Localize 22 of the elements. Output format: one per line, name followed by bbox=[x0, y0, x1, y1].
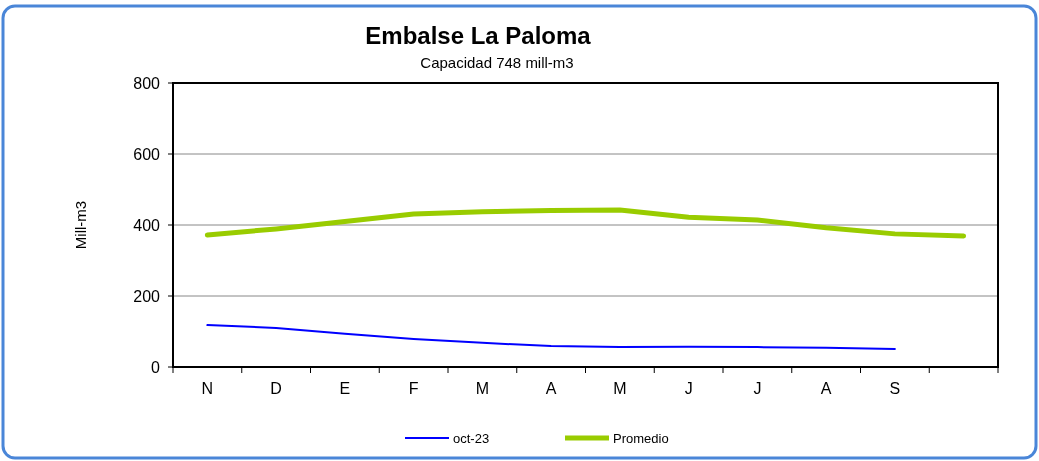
x-tick-label: A bbox=[820, 380, 832, 397]
legend-label: Promedio bbox=[613, 431, 669, 446]
legend-label: oct-23 bbox=[453, 431, 490, 446]
line-series bbox=[206, 324, 896, 350]
y-tick-label: 200 bbox=[133, 288, 161, 305]
x-tick-label: N bbox=[201, 380, 214, 397]
x-tick-label: M bbox=[475, 380, 490, 397]
x-tick-label: S bbox=[889, 380, 901, 397]
chart-title: Embalse La Paloma bbox=[365, 22, 592, 49]
x-tick-label: D bbox=[270, 380, 282, 397]
x-tick-label: A bbox=[545, 380, 557, 397]
chart-subtitle: Capacidad 748 mill-m3 bbox=[420, 54, 574, 71]
x-tick-label: J bbox=[753, 380, 762, 397]
x-tick-label: E bbox=[339, 380, 351, 397]
x-tick-label: M bbox=[613, 380, 627, 397]
y-tick-label: 0 bbox=[151, 359, 161, 376]
y-tick-label: 400 bbox=[133, 217, 161, 234]
y-tick-label: 600 bbox=[133, 146, 161, 163]
y-tick-label: 800 bbox=[133, 75, 161, 92]
y-axis-title: Mill-m3 bbox=[72, 200, 89, 250]
x-tick-label: J bbox=[684, 380, 693, 397]
x-tick-label: F bbox=[408, 380, 419, 397]
